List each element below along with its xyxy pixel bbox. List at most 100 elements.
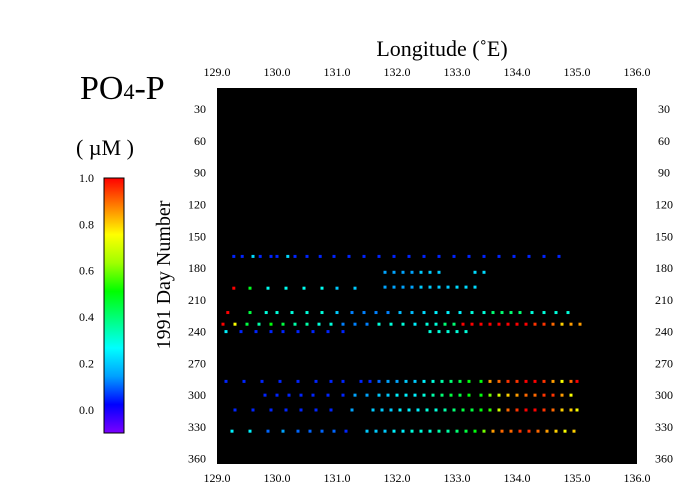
data-point — [473, 429, 477, 433]
data-point — [320, 311, 324, 315]
data-point — [551, 393, 555, 397]
y-tick-label-right: 60 — [658, 134, 670, 148]
data-point — [464, 285, 468, 289]
data-point — [386, 393, 390, 397]
data-point — [269, 254, 273, 258]
colorbar-tick-label: 0.8 — [79, 217, 94, 231]
data-point — [329, 322, 333, 326]
data-point — [404, 379, 408, 383]
data-point — [431, 379, 435, 383]
data-point — [437, 270, 441, 274]
data-point — [479, 408, 483, 412]
data-point — [341, 379, 345, 383]
x-tick-label-bottom: 130.0 — [264, 471, 291, 485]
data-point — [446, 330, 450, 334]
data-point — [428, 330, 432, 334]
data-point — [275, 311, 279, 315]
variable-title-main: PO — [80, 70, 123, 107]
x-ticks-bottom: 129.0 130.0 131.0 132.0 133.0 134.0 135.0 136.0 — [204, 471, 651, 485]
data-point — [506, 393, 510, 397]
data-point — [353, 322, 357, 326]
data-point — [482, 270, 486, 274]
data-point — [542, 393, 546, 397]
data-point — [419, 285, 423, 289]
data-point — [296, 379, 300, 383]
x-tick-label-bottom: 132.0 — [384, 471, 411, 485]
data-point — [296, 330, 300, 334]
data-point — [518, 311, 522, 315]
data-point — [437, 254, 441, 258]
data-point — [404, 393, 408, 397]
data-point — [275, 393, 279, 397]
data-point — [230, 429, 234, 433]
data-point — [431, 393, 435, 397]
data-point — [464, 330, 468, 334]
data-point — [524, 408, 528, 412]
data-point — [473, 285, 477, 289]
y-tick-label-right: 270 — [655, 356, 673, 370]
data-point — [572, 429, 576, 433]
data-point — [350, 408, 354, 412]
data-point — [566, 311, 570, 315]
data-point — [359, 379, 363, 383]
data-point — [419, 270, 423, 274]
y-tick-label-left: 210 — [188, 293, 206, 307]
data-point — [428, 270, 432, 274]
data-point — [329, 408, 333, 412]
data-point — [365, 393, 369, 397]
x-tick-label-bottom: 136.0 — [624, 471, 651, 485]
data-point — [318, 254, 322, 258]
data-point — [440, 393, 444, 397]
data-point — [374, 429, 378, 433]
data-point — [437, 429, 441, 433]
data-point — [542, 379, 546, 383]
data-point — [506, 322, 510, 326]
data-point — [461, 408, 465, 412]
y-tick-label-right: 240 — [655, 325, 673, 339]
data-point — [344, 429, 348, 433]
data-point — [350, 311, 354, 315]
data-point — [224, 330, 228, 334]
data-point — [458, 393, 462, 397]
data-point — [232, 286, 236, 290]
data-point — [482, 311, 486, 315]
data-point — [533, 408, 537, 412]
y-tick-label-left: 330 — [188, 420, 206, 434]
data-point — [422, 311, 426, 315]
data-point — [482, 429, 486, 433]
data-point — [554, 311, 558, 315]
data-point — [443, 322, 447, 326]
data-point — [374, 311, 378, 315]
data-point — [446, 285, 450, 289]
data-point — [533, 322, 537, 326]
data-point — [560, 379, 564, 383]
data-point — [422, 379, 426, 383]
data-point — [428, 429, 432, 433]
data-point — [422, 254, 426, 258]
data-point — [320, 429, 324, 433]
data-point — [377, 393, 381, 397]
data-point — [401, 322, 405, 326]
data-point — [281, 429, 285, 433]
data-point — [264, 311, 268, 315]
data-point — [383, 270, 387, 274]
data-point — [470, 322, 474, 326]
data-point — [320, 286, 324, 290]
data-point — [575, 408, 579, 412]
y-ticks-left: 30 60 90 120 150 180 210 240 270 300 330 360 — [188, 102, 206, 466]
data-point — [281, 330, 285, 334]
data-point — [326, 330, 330, 334]
data-point — [290, 311, 294, 315]
y-tick-label-left: 240 — [188, 325, 206, 339]
data-point — [233, 322, 237, 326]
data-point — [299, 393, 303, 397]
data-point — [302, 286, 306, 290]
y-tick-label-right: 120 — [655, 198, 673, 212]
y-tick-label-right: 180 — [655, 261, 673, 275]
data-point — [551, 322, 555, 326]
data-point — [470, 311, 474, 315]
data-point — [233, 408, 237, 412]
data-point — [458, 311, 462, 315]
